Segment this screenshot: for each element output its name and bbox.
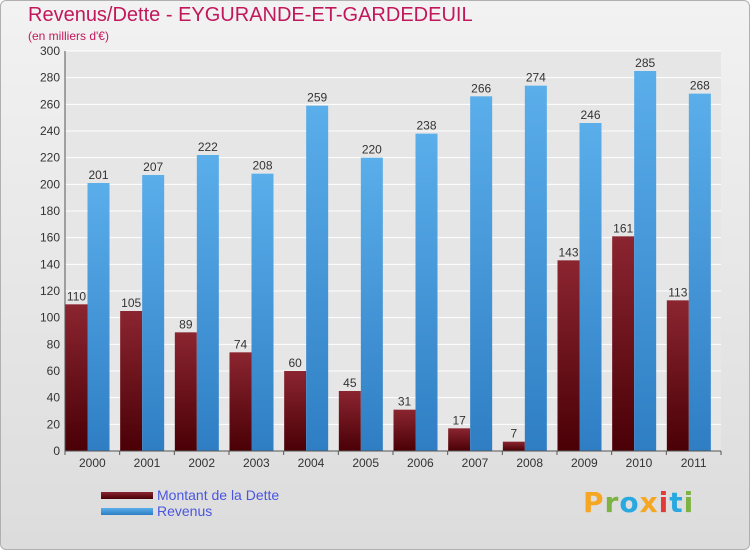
data-label-dette: 113: [668, 285, 687, 299]
bar-revenus: [306, 105, 329, 452]
bar-revenus: [634, 71, 657, 451]
bar-dette: [229, 352, 252, 451]
bar-revenus: [196, 155, 219, 451]
bar-dette: [612, 236, 635, 451]
data-label-revenus: 285: [635, 56, 655, 70]
data-label-revenus: 207: [143, 160, 163, 174]
bar-dette: [502, 441, 525, 451]
data-label-dette: 161: [613, 221, 633, 235]
x-tick-label: 2006: [407, 456, 434, 470]
data-label-dette: 89: [179, 317, 193, 331]
data-label-revenus: 220: [362, 143, 382, 157]
y-tick-label: 40: [47, 391, 61, 405]
y-tick-label: 120: [40, 284, 60, 298]
x-tick-label: 2008: [516, 456, 543, 470]
bar-revenus: [142, 175, 165, 451]
legend-swatch-dette: [101, 492, 153, 499]
y-tick-label: 160: [40, 231, 60, 245]
bar-dette: [284, 371, 307, 451]
bar-dette: [174, 332, 197, 451]
bar-dette: [557, 260, 580, 451]
logo-letter: t: [669, 486, 684, 519]
bar-revenus: [251, 173, 274, 451]
data-label-revenus: 266: [471, 81, 491, 95]
logo-letter: i: [658, 486, 670, 519]
bar-dette: [120, 311, 143, 451]
chart-subtitle: (en milliers d'€): [28, 29, 109, 43]
bar-dette: [338, 391, 361, 451]
data-label-revenus: 259: [307, 91, 327, 105]
bar-revenus: [524, 85, 547, 452]
bar-dette: [666, 300, 689, 451]
data-label-dette: 60: [288, 356, 302, 370]
logo-letter: x: [639, 486, 659, 519]
bar-revenus: [415, 133, 438, 451]
x-tick-label: 2005: [352, 456, 379, 470]
data-label-revenus: 268: [690, 79, 710, 93]
data-label-revenus: 222: [198, 140, 218, 154]
bar-revenus: [360, 157, 383, 451]
data-label-revenus: 246: [580, 108, 600, 122]
bar-dette: [393, 409, 416, 451]
y-tick-label: 20: [47, 417, 61, 431]
legend-swatch-revenus: [101, 508, 153, 515]
data-label-dette: 45: [343, 376, 357, 390]
x-tick-label: 2004: [298, 456, 325, 470]
y-tick-label: 80: [47, 337, 61, 351]
y-tick-label: 260: [40, 97, 60, 111]
logo-letter: o: [619, 486, 640, 519]
x-tick-label: 2001: [134, 456, 161, 470]
y-tick-label: 0: [53, 444, 60, 458]
x-tick-label: 2007: [462, 456, 489, 470]
plot-area: [65, 51, 721, 451]
data-label-revenus: 208: [252, 159, 272, 173]
y-tick-label: 240: [40, 124, 60, 138]
data-label-dette: 110: [67, 289, 86, 303]
data-label-dette: 7: [510, 427, 517, 441]
y-tick-label: 280: [40, 71, 60, 85]
data-label-revenus: 274: [526, 71, 546, 85]
x-tick-label: 2011: [681, 456, 707, 470]
x-tick-label: 2002: [188, 456, 215, 470]
bar-revenus: [470, 96, 493, 451]
logo-letter: P: [583, 486, 605, 519]
y-tick-label: 300: [40, 44, 60, 58]
data-label-dette: 143: [558, 245, 578, 259]
legend-label-revenus: Revenus: [157, 503, 213, 519]
bar-dette: [65, 304, 88, 451]
data-label-dette: 105: [121, 296, 141, 310]
legend-label-dette: Montant de la Dette: [157, 487, 280, 503]
bar-revenus: [579, 123, 602, 451]
x-tick-label: 2003: [243, 456, 270, 470]
bar-dette: [448, 428, 471, 451]
x-tick-label: 2010: [626, 456, 653, 470]
data-label-dette: 31: [398, 395, 412, 409]
y-tick-label: 200: [40, 177, 60, 191]
data-label-revenus: 201: [88, 168, 108, 182]
x-tick-label: 2009: [571, 456, 598, 470]
data-label-dette: 74: [234, 337, 248, 351]
y-tick-label: 220: [40, 151, 60, 165]
logo-letter: i: [683, 486, 695, 519]
chart-title: Revenus/Dette - EYGURANDE-ET-GARDEDEUIL: [28, 4, 473, 26]
data-label-revenus: 238: [416, 119, 436, 133]
y-tick-label: 180: [40, 204, 60, 218]
y-tick-label: 60: [47, 364, 61, 378]
data-label-dette: 17: [452, 413, 466, 427]
bar-revenus: [688, 93, 711, 452]
bar-revenus: [87, 183, 110, 451]
y-tick-label: 100: [40, 311, 60, 325]
logo-letter: r: [604, 486, 620, 519]
proxiti-logo: Proxiti: [583, 486, 694, 519]
x-tick-label: 2000: [79, 456, 106, 470]
y-tick-label: 140: [40, 257, 60, 271]
